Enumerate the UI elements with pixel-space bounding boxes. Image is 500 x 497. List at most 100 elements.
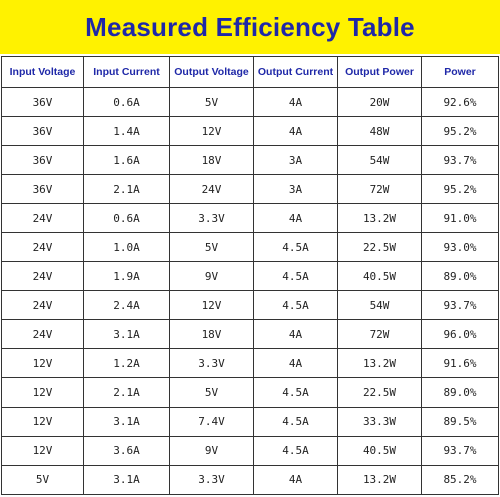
- table-cell: 36V: [1, 116, 84, 147]
- table-cell: 22.5W: [337, 232, 422, 263]
- table-cell: 4A: [253, 86, 338, 118]
- table-cell: 72W: [337, 174, 422, 205]
- table-cell: 13.2W: [337, 348, 422, 379]
- table-cell: 20W: [337, 86, 422, 118]
- table-cell: 3A: [253, 174, 338, 205]
- table-cell: 24V: [169, 174, 254, 205]
- table-cell: 4A: [253, 203, 338, 234]
- table-cell: 24V: [1, 319, 84, 350]
- table-cell: 89.5%: [421, 406, 499, 437]
- table-cell: 36V: [1, 174, 84, 205]
- table-cell: 93.7%: [421, 290, 499, 321]
- table-row: 24V 2.4A 12V 4.5A 54W 93.7%: [1, 290, 499, 321]
- table-cell: 85.2%: [421, 464, 499, 495]
- table-row: 36V 2.1A 24V 3A 72W 95.2%: [1, 174, 499, 205]
- table-cell: 9V: [169, 435, 254, 466]
- table-cell: 89.0%: [421, 261, 499, 292]
- table-cell: 12V: [1, 377, 84, 408]
- table-cell: 1.2A: [83, 348, 170, 379]
- table-cell: 5V: [169, 377, 254, 408]
- table-cell: 93.7%: [421, 145, 499, 176]
- table-cell: 1.4A: [83, 116, 170, 147]
- table-cell: 0.6A: [83, 203, 170, 234]
- table-cell: 3.3V: [169, 464, 254, 495]
- table-cell: 91.6%: [421, 348, 499, 379]
- table-cell: 24V: [1, 232, 84, 263]
- table-cell: 3.1A: [83, 319, 170, 350]
- column-header: Output Voltage: [169, 56, 254, 88]
- table-cell: 91.0%: [421, 203, 499, 234]
- table-cell: 36V: [1, 145, 84, 176]
- efficiency-table: Input Voltage Input Current Output Voltage…: [1, 56, 499, 495]
- table-cell: 24V: [1, 203, 84, 234]
- table-cell: 18V: [169, 319, 254, 350]
- table-header-row: Input Voltage Input Current Output Voltage…: [1, 56, 499, 88]
- table-cell: 4.5A: [253, 261, 338, 292]
- column-header: Output Power: [337, 56, 422, 88]
- table-cell: 3.6A: [83, 435, 170, 466]
- table-cell: 0.6A: [83, 86, 170, 118]
- column-header: Output Current: [253, 56, 338, 88]
- table-cell: 48W: [337, 116, 422, 147]
- table-cell: 24V: [1, 290, 84, 321]
- table-cell: 3.3V: [169, 203, 254, 234]
- table-cell: 4.5A: [253, 377, 338, 408]
- title-banner: Measured Efficiency Table: [0, 0, 500, 54]
- table-cell: 4.5A: [253, 435, 338, 466]
- column-header: Input Current: [83, 56, 170, 88]
- table-cell: 12V: [1, 406, 84, 437]
- table-cell: 54W: [337, 145, 422, 176]
- table-row: 36V 0.6A 5V 4A 20W 92.6%: [1, 86, 499, 118]
- table-cell: 13.2W: [337, 203, 422, 234]
- table-cell: 5V: [169, 232, 254, 263]
- table-cell: 40.5W: [337, 435, 422, 466]
- table-row: 12V 2.1A 5V 4.5A 22.5W 89.0%: [1, 377, 499, 408]
- column-header: Input Voltage: [1, 56, 84, 88]
- table-row: 12V 3.6A 9V 4.5A 40.5W 93.7%: [1, 435, 499, 466]
- table-row: 12V 3.1A 7.4V 4.5A 33.3W 89.5%: [1, 406, 499, 437]
- table-cell: 92.6%: [421, 86, 499, 118]
- table-cell: 33.3W: [337, 406, 422, 437]
- table-cell: 24V: [1, 261, 84, 292]
- table-cell: 40.5W: [337, 261, 422, 292]
- table-cell: 95.2%: [421, 174, 499, 205]
- table-cell: 72W: [337, 319, 422, 350]
- table-cell: 2.4A: [83, 290, 170, 321]
- table-row: 24V 3.1A 18V 4A 72W 96.0%: [1, 319, 499, 350]
- table-cell: 12V: [169, 290, 254, 321]
- column-header: Power: [421, 56, 499, 88]
- table-cell: 12V: [1, 348, 84, 379]
- table-cell: 89.0%: [421, 377, 499, 408]
- table-row: 24V 1.0A 5V 4.5A 22.5W 93.0%: [1, 232, 499, 263]
- page-title: Measured Efficiency Table: [85, 11, 415, 42]
- table-cell: 4A: [253, 464, 338, 495]
- table-cell: 13.2W: [337, 464, 422, 495]
- table-cell: 36V: [1, 86, 84, 118]
- table-cell: 3.3V: [169, 348, 254, 379]
- table-cell: 22.5W: [337, 377, 422, 408]
- table-cell: 5V: [169, 86, 254, 118]
- table-cell: 1.6A: [83, 145, 170, 176]
- table-row: 36V 1.4A 12V 4A 48W 95.2%: [1, 116, 499, 147]
- table-cell: 4.5A: [253, 232, 338, 263]
- table-cell: 12V: [1, 435, 84, 466]
- table-row: 24V 1.9A 9V 4.5A 40.5W 89.0%: [1, 261, 499, 292]
- table-row: 36V 1.6A 18V 3A 54W 93.7%: [1, 145, 499, 176]
- table-cell: 1.0A: [83, 232, 170, 263]
- table-cell: 1.9A: [83, 261, 170, 292]
- table-cell: 3.1A: [83, 406, 170, 437]
- table-cell: 9V: [169, 261, 254, 292]
- table-cell: 4.5A: [253, 406, 338, 437]
- table-cell: 2.1A: [83, 174, 170, 205]
- table-cell: 4A: [253, 348, 338, 379]
- table-cell: 2.1A: [83, 377, 170, 408]
- table-cell: 7.4V: [169, 406, 254, 437]
- table-cell: 96.0%: [421, 319, 499, 350]
- table-row: 12V 1.2A 3.3V 4A 13.2W 91.6%: [1, 348, 499, 379]
- table-cell: 93.7%: [421, 435, 499, 466]
- table-cell: 18V: [169, 145, 254, 176]
- table-cell: 54W: [337, 290, 422, 321]
- table-cell: 4A: [253, 319, 338, 350]
- table-row: 5V 3.1A 3.3V 4A 13.2W 85.2%: [1, 464, 499, 495]
- table-cell: 12V: [169, 116, 254, 147]
